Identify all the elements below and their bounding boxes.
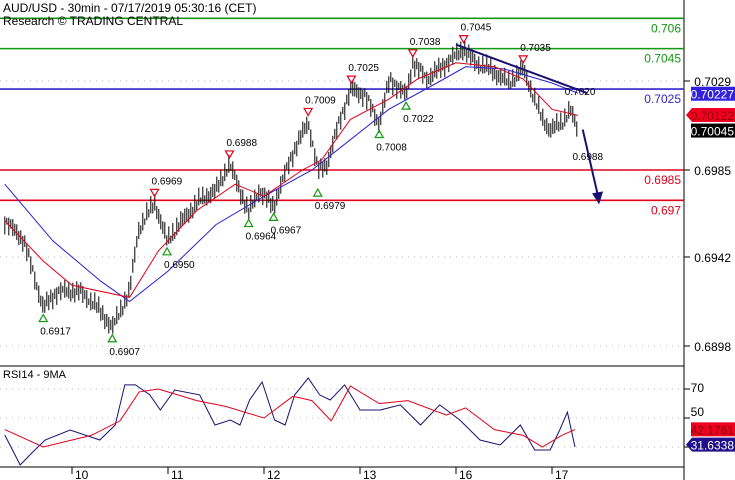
chart-subtitle: Research © TRADING CENTRAL bbox=[3, 14, 183, 28]
price-badge-label: 0.70045 bbox=[691, 125, 735, 139]
swing-low-triangle-icon bbox=[401, 100, 412, 110]
price-badge-arrow bbox=[686, 107, 735, 122]
swing-low-triangle-icon bbox=[374, 129, 385, 139]
swing-high-label: 0.6988 bbox=[226, 138, 257, 149]
fast-ma-line bbox=[4, 62, 579, 298]
swing-low-triangle-icon bbox=[268, 212, 279, 222]
swing-low-triangle-icon bbox=[243, 218, 254, 228]
swing-low-triangle-icon bbox=[312, 187, 323, 197]
price-badge-label: 0.70122 bbox=[691, 109, 735, 123]
forecast-arrow-line bbox=[581, 129, 600, 197]
swing-high-label: 0.7038 bbox=[410, 37, 441, 48]
forecast-arrow-head-icon bbox=[592, 191, 604, 205]
swing-high-label: 0.7009 bbox=[305, 95, 336, 106]
rsi-tick-label: 50 bbox=[691, 405, 705, 419]
rsi-tick-label: 70 bbox=[691, 381, 705, 395]
date-tick-label: 11 bbox=[171, 468, 184, 480]
swing-low-label: 0.6907 bbox=[109, 347, 140, 358]
date-tick-label: 12 bbox=[267, 468, 281, 480]
annotation-label: 0.7020 bbox=[565, 87, 596, 98]
swing-low-triangle-icon bbox=[38, 313, 49, 323]
chart-title: AUD/USD - 30min - 07/17/2019 05:30:16 (C… bbox=[3, 1, 257, 15]
level-label: 0.7025 bbox=[644, 92, 681, 106]
swing-high-triangle-icon bbox=[407, 49, 418, 59]
swing-low-label: 0.6950 bbox=[164, 260, 195, 271]
swing-high-label: 0.6969 bbox=[152, 176, 183, 187]
swing-low-label: 0.6979 bbox=[315, 201, 346, 212]
swing-low-label: 0.6967 bbox=[271, 225, 302, 236]
price-badge bbox=[691, 86, 735, 101]
rsi-badge-label: 31.6338 bbox=[691, 439, 735, 453]
swing-high-label: 0.7025 bbox=[348, 63, 379, 74]
swing-high-triangle-icon bbox=[518, 55, 529, 65]
rsi-badge bbox=[691, 422, 735, 437]
swing-high-triangle-icon bbox=[303, 107, 314, 117]
level-label: 0.697 bbox=[651, 203, 681, 217]
date-tick-label: 10 bbox=[75, 468, 89, 480]
date-tick-label: 16 bbox=[459, 468, 473, 480]
trend-line bbox=[455, 43, 588, 95]
price-tick-label: 0.6985 bbox=[694, 164, 731, 178]
swing-low-label: 0.7008 bbox=[376, 142, 407, 153]
swing-high-triangle-icon bbox=[346, 75, 357, 85]
date-tick-label: 17 bbox=[555, 468, 569, 480]
swing-high-triangle-icon bbox=[224, 150, 235, 160]
swing-low-triangle-icon bbox=[107, 333, 118, 343]
level-label: 0.706 bbox=[651, 21, 681, 35]
rsi-line bbox=[4, 377, 576, 466]
rsi-badge-label: 42.1761 bbox=[691, 423, 735, 437]
rsi-badge-arrow bbox=[686, 437, 735, 452]
swing-high-triangle-icon bbox=[149, 188, 160, 198]
swing-low-label: 0.6917 bbox=[40, 327, 71, 338]
price-tick-label: 0.7029 bbox=[694, 75, 731, 89]
annotation-label: 0.6988 bbox=[572, 152, 603, 163]
price-tick-label: 0.6898 bbox=[694, 340, 731, 354]
swing-low-triangle-icon bbox=[162, 246, 173, 256]
slow-ma-line bbox=[4, 66, 579, 303]
price-tick-label: 0.6942 bbox=[694, 251, 731, 265]
date-tick-label: 13 bbox=[363, 468, 377, 480]
rsi-title: RSI14 - 9MA bbox=[3, 369, 67, 381]
level-label: 0.6985 bbox=[644, 173, 681, 187]
swing-high-label: 0.7035 bbox=[520, 43, 551, 54]
price-badge-label: 0.70227 bbox=[691, 88, 735, 102]
swing-high-triangle-icon bbox=[458, 35, 469, 44]
swing-low-label: 0.7022 bbox=[403, 114, 434, 125]
swing-high-label: 0.7045 bbox=[461, 23, 492, 34]
swing-low-label: 0.6964 bbox=[246, 231, 277, 242]
level-label: 0.7045 bbox=[644, 52, 681, 66]
price-badge bbox=[691, 123, 735, 138]
rsi-ma-line bbox=[4, 385, 576, 448]
